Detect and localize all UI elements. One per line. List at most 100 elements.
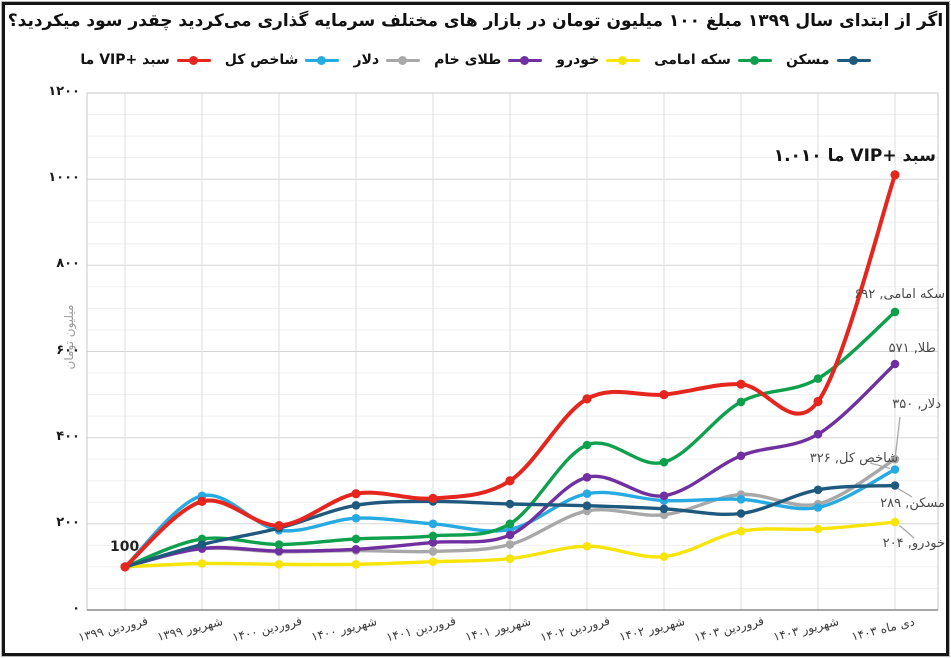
series-marker-car [505,554,515,563]
legend-line-dot-marker [606,55,641,65]
annotation-coin: سکه امامی, ۶۹۲ [854,287,945,302]
legend-line-dot-marker [386,55,421,65]
legend-item-housing: مسکن [786,52,871,68]
annotation-leader-housing [897,487,913,498]
series-marker-coin [659,457,669,467]
series-marker-index [890,465,900,474]
series-marker-gold [351,545,361,554]
y-tick-label: ۸۰۰ [56,256,80,272]
annotation-leader-car [899,525,915,539]
y-axis-title: میلیون تومان [62,304,76,370]
legend-item-dollar: دلار [353,52,421,68]
legend-label-dollar: دلار [353,52,380,68]
series-marker-vip [582,394,592,404]
series-marker-housing [582,501,592,511]
chart-title: اگر از ابتدای سال ۱۳۹۹ مبلغ ۱۰۰ میلیون ت… [7,11,944,31]
series-marker-gold [736,451,746,461]
legend-label-housing: مسکن [785,52,830,68]
series-marker-vip [351,489,361,499]
series-marker-dollar [428,547,438,556]
series-marker-coin [428,531,438,541]
annotation-housing: مسکن, ۲۸۹ [880,496,945,511]
series-marker-car [890,517,900,527]
series-marker-coin [351,534,361,544]
series-marker-index [813,503,823,512]
legend-item-car: خودرو [556,52,641,68]
legend-line-dot-marker [305,55,340,65]
legend-line-dot-marker [737,55,772,65]
series-marker-index [736,495,746,504]
series-marker-gold [890,359,900,369]
series-marker-coin [274,540,284,549]
series-marker-coin [813,374,823,383]
legend-label-coin: سکه امامی [654,52,731,68]
series-marker-vip [659,390,669,400]
series-marker-housing [813,485,823,495]
series-marker-gold [582,473,592,482]
y-tick-label: ۲۰۰ [56,514,80,530]
legend-line-dot-marker [176,55,211,65]
series-marker-dollar [659,510,669,520]
series-marker-vip [813,396,823,407]
series-marker-car [736,526,746,536]
series-marker-gold [274,546,284,556]
series-line-gold [123,362,897,569]
series-marker-car [813,524,823,534]
series-marker-vip [736,379,746,389]
series-marker-housing [351,501,361,510]
legend-label-vip: سبد +VIP ما [80,52,170,68]
legend-line-dot-marker [508,55,543,65]
series-marker-coin [582,440,592,450]
y-tick-label: ۰ [72,601,80,616]
y-tick-label: ۱۰۰۰ [48,170,80,186]
series-marker-gold [428,538,438,547]
series-marker-car [351,560,361,569]
series-marker-car [582,541,592,551]
annotation-vip: سبد +VIP ما ۱.۰۱۰ [773,146,936,166]
series-line-vip [123,172,897,569]
series-marker-vip [890,170,900,180]
annotation-dollar: دلار, ۳۵۰ [892,397,941,412]
start-value-label: 100 [110,539,140,555]
y-tick-label: ۴۰۰ [56,428,80,444]
series-marker-gold [813,429,823,439]
legend-label-car: خودرو [556,52,600,68]
series-marker-index [428,519,438,529]
annotation-car: خودرو, ۲۰۴ [882,536,945,551]
chart-legend: سبد +VIP ما شاخص کل دلار طلای خام خودرو سکه ا… [0,52,951,68]
series-marker-vip [428,493,438,503]
series-marker-housing [505,499,515,509]
series-marker-coin [505,519,515,529]
series-marker-gold [505,530,515,540]
series-marker-housing [197,540,207,549]
series-marker-dollar [890,454,900,464]
legend-item-coin: سکه امامی [654,52,772,68]
series-marker-vip [274,521,284,531]
legend-label-index: شاخص کل [224,52,299,68]
series-marker-coin [890,307,900,317]
annotation-index: شاخص کل, ۳۲۶ [809,451,898,466]
series-marker-housing [890,481,900,490]
legend-line-dot-marker [836,55,871,65]
annotation-gold: طلا, ۵۷۱ [888,341,936,356]
series-marker-car [274,560,284,569]
y-tick-label: ۱۲۰۰ [48,84,80,99]
legend-item-vip: سبد +VIP ما [80,52,211,68]
y-tick-label: ۶۰۰ [56,342,80,358]
series-marker-index [351,513,361,523]
annotation-leader-index [869,462,891,470]
series-marker-dollar [505,540,515,549]
series-marker-vip [197,496,207,506]
series-marker-car [197,559,207,568]
series-marker-vip [120,562,130,572]
annotation-leader-dollar [894,416,901,456]
legend-label-gold: طلای خام [434,52,502,68]
series-marker-coin [736,397,746,407]
series-marker-vip [505,476,515,486]
series-marker-housing [659,504,669,514]
legend-item-index: شاخص کل [225,52,340,68]
legend-item-gold: طلای خام [434,52,543,68]
